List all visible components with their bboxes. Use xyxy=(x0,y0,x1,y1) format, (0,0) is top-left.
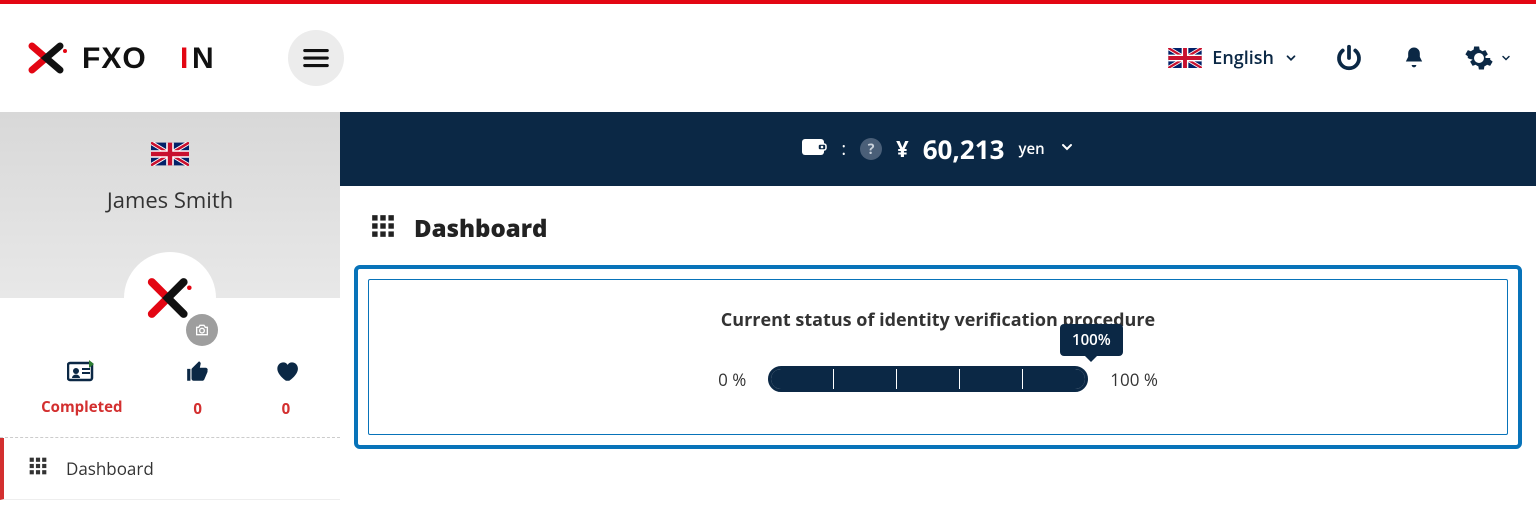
bell-icon xyxy=(1400,44,1428,72)
svg-text:FXO: FXO xyxy=(82,42,147,75)
progress-segment xyxy=(1023,369,1085,389)
page-title: Dashboard xyxy=(414,212,547,245)
balance-dropdown[interactable] xyxy=(1059,138,1075,160)
chevron-down-icon xyxy=(1500,52,1512,64)
avatar[interactable] xyxy=(124,252,216,344)
verification-card-title: Current status of identity verification … xyxy=(399,308,1477,332)
balance-amount: 60,213 xyxy=(923,131,1005,167)
balance-bar: : ? ¥ 60,213 yen xyxy=(340,112,1536,186)
progress-segment xyxy=(771,369,834,389)
currency-label: yen xyxy=(1018,139,1044,159)
avatar-logo-icon xyxy=(145,273,195,323)
stat-completed[interactable]: Completed xyxy=(41,358,122,419)
uk-flag-icon xyxy=(1168,48,1202,68)
id-badge-icon xyxy=(67,358,97,387)
gear-icon xyxy=(1464,43,1494,73)
settings-menu[interactable] xyxy=(1464,43,1512,73)
chevron-down-icon xyxy=(1284,51,1298,65)
progress-segment xyxy=(960,369,1023,389)
notifications-button[interactable] xyxy=(1400,44,1428,72)
stat-likes-count: 0 xyxy=(193,399,202,419)
nav-item-dashboard[interactable]: Dashboard xyxy=(0,438,340,500)
svg-text:I: I xyxy=(180,42,188,75)
sidebar: James Smith Comple xyxy=(0,112,340,500)
progress-segment xyxy=(834,369,897,389)
stat-favorites-count: 0 xyxy=(282,399,291,419)
thumbs-up-icon xyxy=(185,358,211,389)
balance-separator: : xyxy=(841,137,846,161)
nav-item-label: Dashboard xyxy=(66,457,154,480)
progress-right-label: 100 % xyxy=(1110,368,1158,391)
header: FXO I N English xyxy=(0,4,1536,112)
progress-segment xyxy=(897,369,960,389)
chevron-down-icon xyxy=(1059,139,1075,155)
progress-bar xyxy=(768,366,1088,392)
profile-name: James Smith xyxy=(0,185,340,215)
power-button[interactable] xyxy=(1334,43,1364,73)
stat-likes[interactable]: 0 xyxy=(185,358,211,419)
profile-flag xyxy=(0,142,340,171)
page-header: Dashboard xyxy=(340,186,1536,265)
grid-icon xyxy=(370,213,396,244)
profile-header: James Smith xyxy=(0,112,340,298)
menu-toggle-button[interactable] xyxy=(288,30,344,86)
hamburger-icon xyxy=(301,43,331,73)
brand-logo[interactable]: FXO I N xyxy=(24,38,244,78)
wallet-icon xyxy=(801,136,827,163)
stat-completed-label: Completed xyxy=(41,397,122,417)
language-label: English xyxy=(1212,46,1274,70)
power-icon xyxy=(1334,43,1364,73)
progress-left-label: 0 % xyxy=(718,368,746,391)
verification-card: Current status of identity verification … xyxy=(354,265,1522,449)
camera-icon xyxy=(194,322,210,338)
content-area: : ? ¥ 60,213 yen Dashboard Current statu… xyxy=(340,112,1536,500)
progress-row: 100% 0 % 100 % xyxy=(399,366,1477,392)
svg-text:N: N xyxy=(192,42,214,75)
language-selector[interactable]: English xyxy=(1168,46,1298,70)
currency-symbol: ¥ xyxy=(896,134,909,164)
heart-icon xyxy=(273,358,299,389)
avatar-upload-button[interactable] xyxy=(186,314,218,346)
progress-tooltip: 100% xyxy=(1060,324,1123,356)
grid-icon xyxy=(28,456,48,481)
balance-help-icon[interactable]: ? xyxy=(860,138,882,160)
stat-favorites[interactable]: 0 xyxy=(273,358,299,419)
